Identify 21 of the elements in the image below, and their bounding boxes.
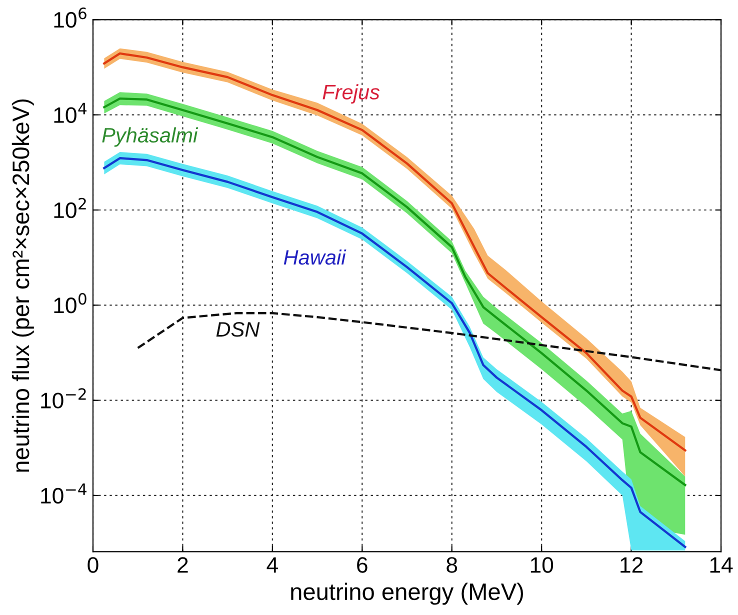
y-axis-title: neutrino flux (per cm²×sec×250keV) <box>12 99 34 472</box>
y-tick-label: 10$^{0}$ <box>54 292 86 314</box>
x-tick-label: 4 <box>266 557 278 573</box>
y-tick-label: 10$^{4}$ <box>54 102 87 123</box>
x-tick-label: 2 <box>178 557 188 573</box>
series-label: DSN <box>216 322 260 337</box>
y-tick-label: 10$^{−2}$ <box>41 388 86 408</box>
series-label: Frejus <box>322 84 380 104</box>
x-tick-label: 10 <box>530 557 554 573</box>
line-series <box>136 312 722 372</box>
y-tick-label: 10$^{6}$ <box>54 8 86 28</box>
y-tick-label: 10$^{2}$ <box>54 198 86 218</box>
x-tick-label: 14 <box>710 557 733 573</box>
x-axis-title: neutrino energy (MeV) <box>291 582 524 605</box>
x-tick-label: 12 <box>620 557 643 573</box>
x-tick-label: 0 <box>88 557 98 573</box>
y-tick-label: 10$^{−4}$ <box>41 484 86 504</box>
x-tick-label: 6 <box>357 557 368 573</box>
series-label: Pyhäsalmi <box>102 127 198 147</box>
series-label: Hawaii <box>284 249 346 265</box>
x-tick-label: 8 <box>446 557 458 573</box>
